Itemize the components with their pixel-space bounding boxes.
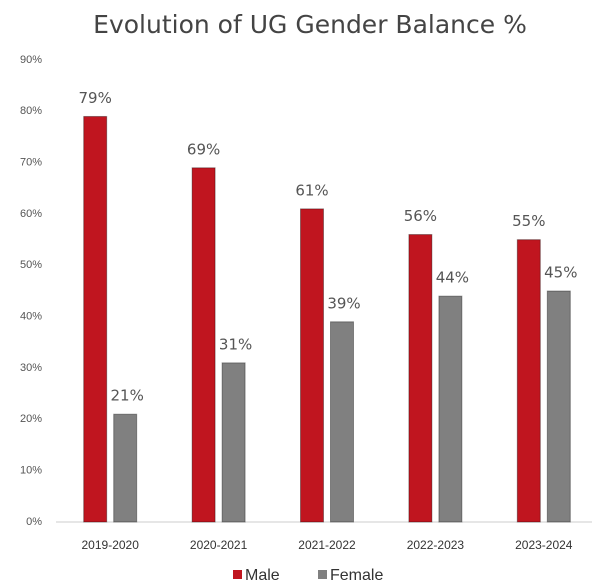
x-tick-label: 2023-2024 bbox=[515, 538, 573, 552]
value-label: 55% bbox=[512, 212, 545, 230]
y-tick-label: 60% bbox=[20, 208, 42, 220]
y-tick-label: 20% bbox=[20, 413, 42, 425]
bar bbox=[516, 239, 541, 523]
legend-label: Female bbox=[330, 567, 383, 584]
y-tick-label: 0% bbox=[26, 516, 42, 528]
value-label: 21% bbox=[111, 387, 144, 405]
y-tick-label: 30% bbox=[20, 362, 42, 374]
bar bbox=[408, 234, 433, 523]
legend-label: Male bbox=[245, 567, 280, 584]
legend-swatch bbox=[233, 570, 242, 579]
y-tick-label: 90% bbox=[20, 54, 42, 66]
value-label: 56% bbox=[404, 207, 437, 225]
value-label: 69% bbox=[187, 140, 220, 158]
y-tick-label: 10% bbox=[20, 465, 42, 477]
bar bbox=[83, 115, 108, 523]
value-label: 31% bbox=[219, 335, 252, 353]
x-tick-label: 2022-2023 bbox=[407, 538, 465, 552]
bar bbox=[191, 167, 216, 523]
y-tick-label: 50% bbox=[20, 259, 42, 271]
y-tick-label: 80% bbox=[20, 105, 42, 117]
y-tick-label: 40% bbox=[20, 311, 42, 323]
chart-title: Evolution of UG Gender Balance % bbox=[93, 10, 527, 39]
value-label: 61% bbox=[295, 181, 328, 199]
bar bbox=[330, 321, 354, 523]
bar bbox=[438, 295, 463, 523]
bar bbox=[300, 208, 324, 523]
value-label: 44% bbox=[436, 269, 469, 287]
value-label: 79% bbox=[79, 89, 112, 107]
bar bbox=[113, 413, 138, 523]
legend-swatch bbox=[318, 570, 327, 579]
bar bbox=[546, 290, 571, 523]
x-tick-label: 2019-2020 bbox=[82, 538, 140, 552]
y-tick-label: 70% bbox=[20, 157, 42, 169]
value-label: 39% bbox=[327, 294, 360, 312]
bar bbox=[221, 362, 246, 523]
value-label: 45% bbox=[544, 264, 577, 282]
x-tick-label: 2021-2022 bbox=[298, 538, 356, 552]
x-tick-label: 2020-2021 bbox=[190, 538, 248, 552]
